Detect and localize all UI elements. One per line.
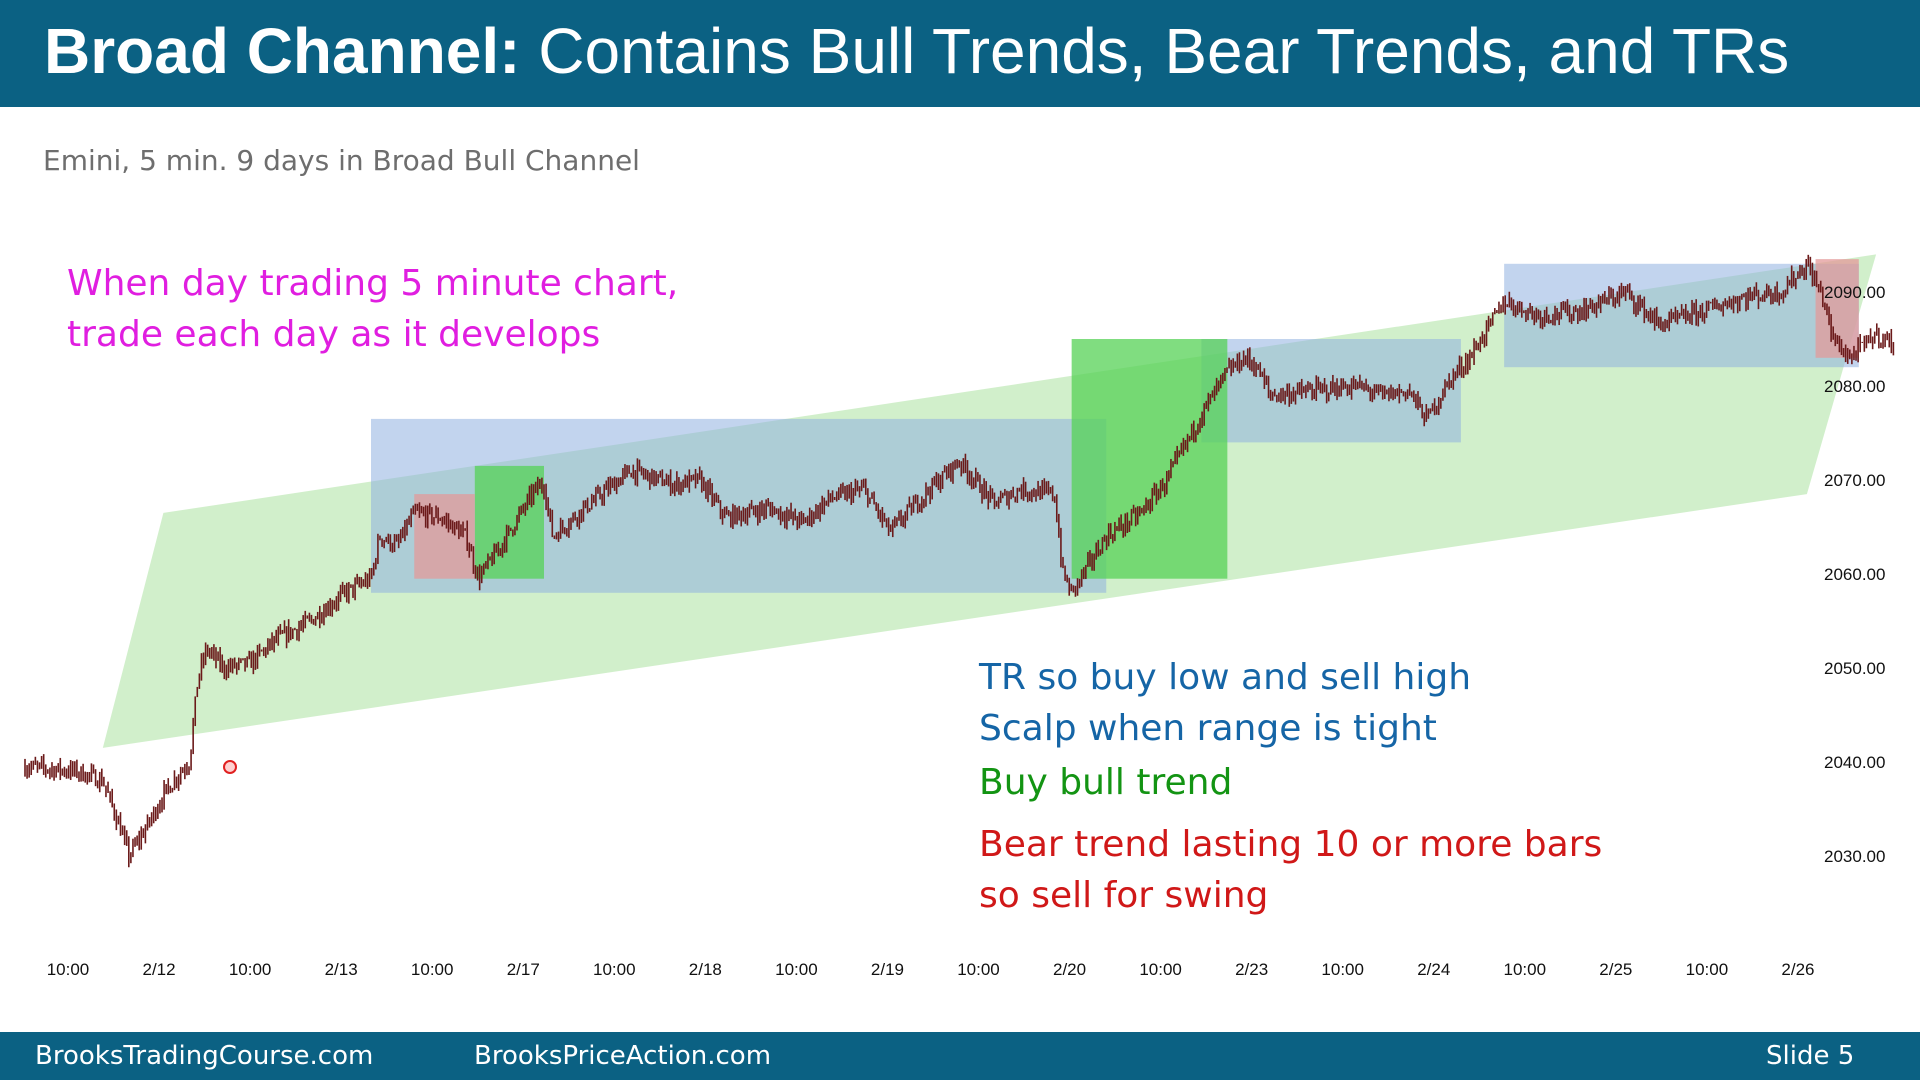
x-tick-label: 10:00	[47, 960, 90, 979]
x-tick-label: 2/24	[1417, 960, 1450, 979]
x-tick-label: 10:00	[411, 960, 454, 979]
slide-title-rest: Contains Bull Trends, Bear Trends, and T…	[520, 15, 1790, 87]
footer-site-2[interactable]: BrooksPriceAction.com	[474, 1041, 772, 1071]
x-tick-label: 10:00	[775, 960, 818, 979]
slide-title-bold: Broad Channel:	[44, 15, 521, 87]
y-tick-label: 2040.00	[1824, 753, 1885, 772]
y-tick-label: 2070.00	[1824, 471, 1885, 490]
note-day-trading-line-2: trade each day as it develops	[67, 314, 601, 355]
note-bull-trend: Buy bull trend	[979, 762, 1233, 803]
y-tick-label: 2050.00	[1824, 659, 1885, 678]
x-tick-label: 2/20	[1053, 960, 1086, 979]
footer-bar: BrooksTradingCourse.com BrooksPriceActio…	[0, 1032, 1920, 1080]
mouse-cursor-icon	[223, 760, 237, 774]
x-tick-label: 2/23	[1235, 960, 1268, 979]
slide-title: Broad Channel: Contains Bull Trends, Bea…	[44, 14, 1789, 88]
x-tick-label: 10:00	[1321, 960, 1364, 979]
x-tick-label: 10:00	[1504, 960, 1547, 979]
y-tick-label: 2080.00	[1824, 377, 1885, 396]
note-bear-trend-line-2: so sell for swing	[979, 875, 1269, 916]
note-trading-range-line-1: TR so buy low and sell high	[979, 657, 1472, 698]
chart-subtitle: Emini, 5 min. 9 days in Broad Bull Chann…	[43, 144, 640, 177]
x-tick-label: 2/17	[507, 960, 540, 979]
slide-number: Slide 5	[1766, 1041, 1855, 1071]
y-tick-label: 2060.00	[1824, 565, 1885, 584]
note-bear-trend: Bear trend lasting 10 or more bars so se…	[979, 819, 1602, 921]
note-day-trading: When day trading 5 minute chart, trade e…	[67, 258, 678, 360]
footer-site-1[interactable]: BrooksTradingCourse.com	[35, 1041, 374, 1071]
price-chart: 2090.00 2080.00 2070.00 2060.00 2050.00 2040.…	[24, 254, 1895, 979]
x-tick-label: 10:00	[1139, 960, 1182, 979]
x-tick-label: 10:00	[957, 960, 1000, 979]
note-trading-range-line-2: Scalp when range is tight	[979, 708, 1437, 749]
x-tick-label: 2/13	[325, 960, 358, 979]
y-tick-label: 2090.00	[1824, 283, 1885, 302]
x-tick-label: 2/18	[689, 960, 722, 979]
x-tick-label: 2/19	[871, 960, 904, 979]
note-trading-range: TR so buy low and sell high Scalp when r…	[979, 652, 1471, 754]
x-tick-label: 10:00	[1686, 960, 1729, 979]
x-tick-label: 2/26	[1781, 960, 1814, 979]
note-bear-trend-line-1: Bear trend lasting 10 or more bars	[979, 824, 1603, 865]
y-tick-label: 2030.00	[1824, 847, 1885, 866]
note-day-trading-line-1: When day trading 5 minute chart,	[67, 263, 679, 304]
x-tick-label: 2/25	[1599, 960, 1632, 979]
x-tick-label: 10:00	[593, 960, 636, 979]
bull-trend-box	[1071, 339, 1228, 579]
title-bar: Broad Channel: Contains Bull Trends, Bea…	[0, 0, 1920, 107]
bull-trend-box	[474, 465, 544, 579]
x-tick-label: 10:00	[229, 960, 272, 979]
x-tick-label: 2/12	[143, 960, 176, 979]
